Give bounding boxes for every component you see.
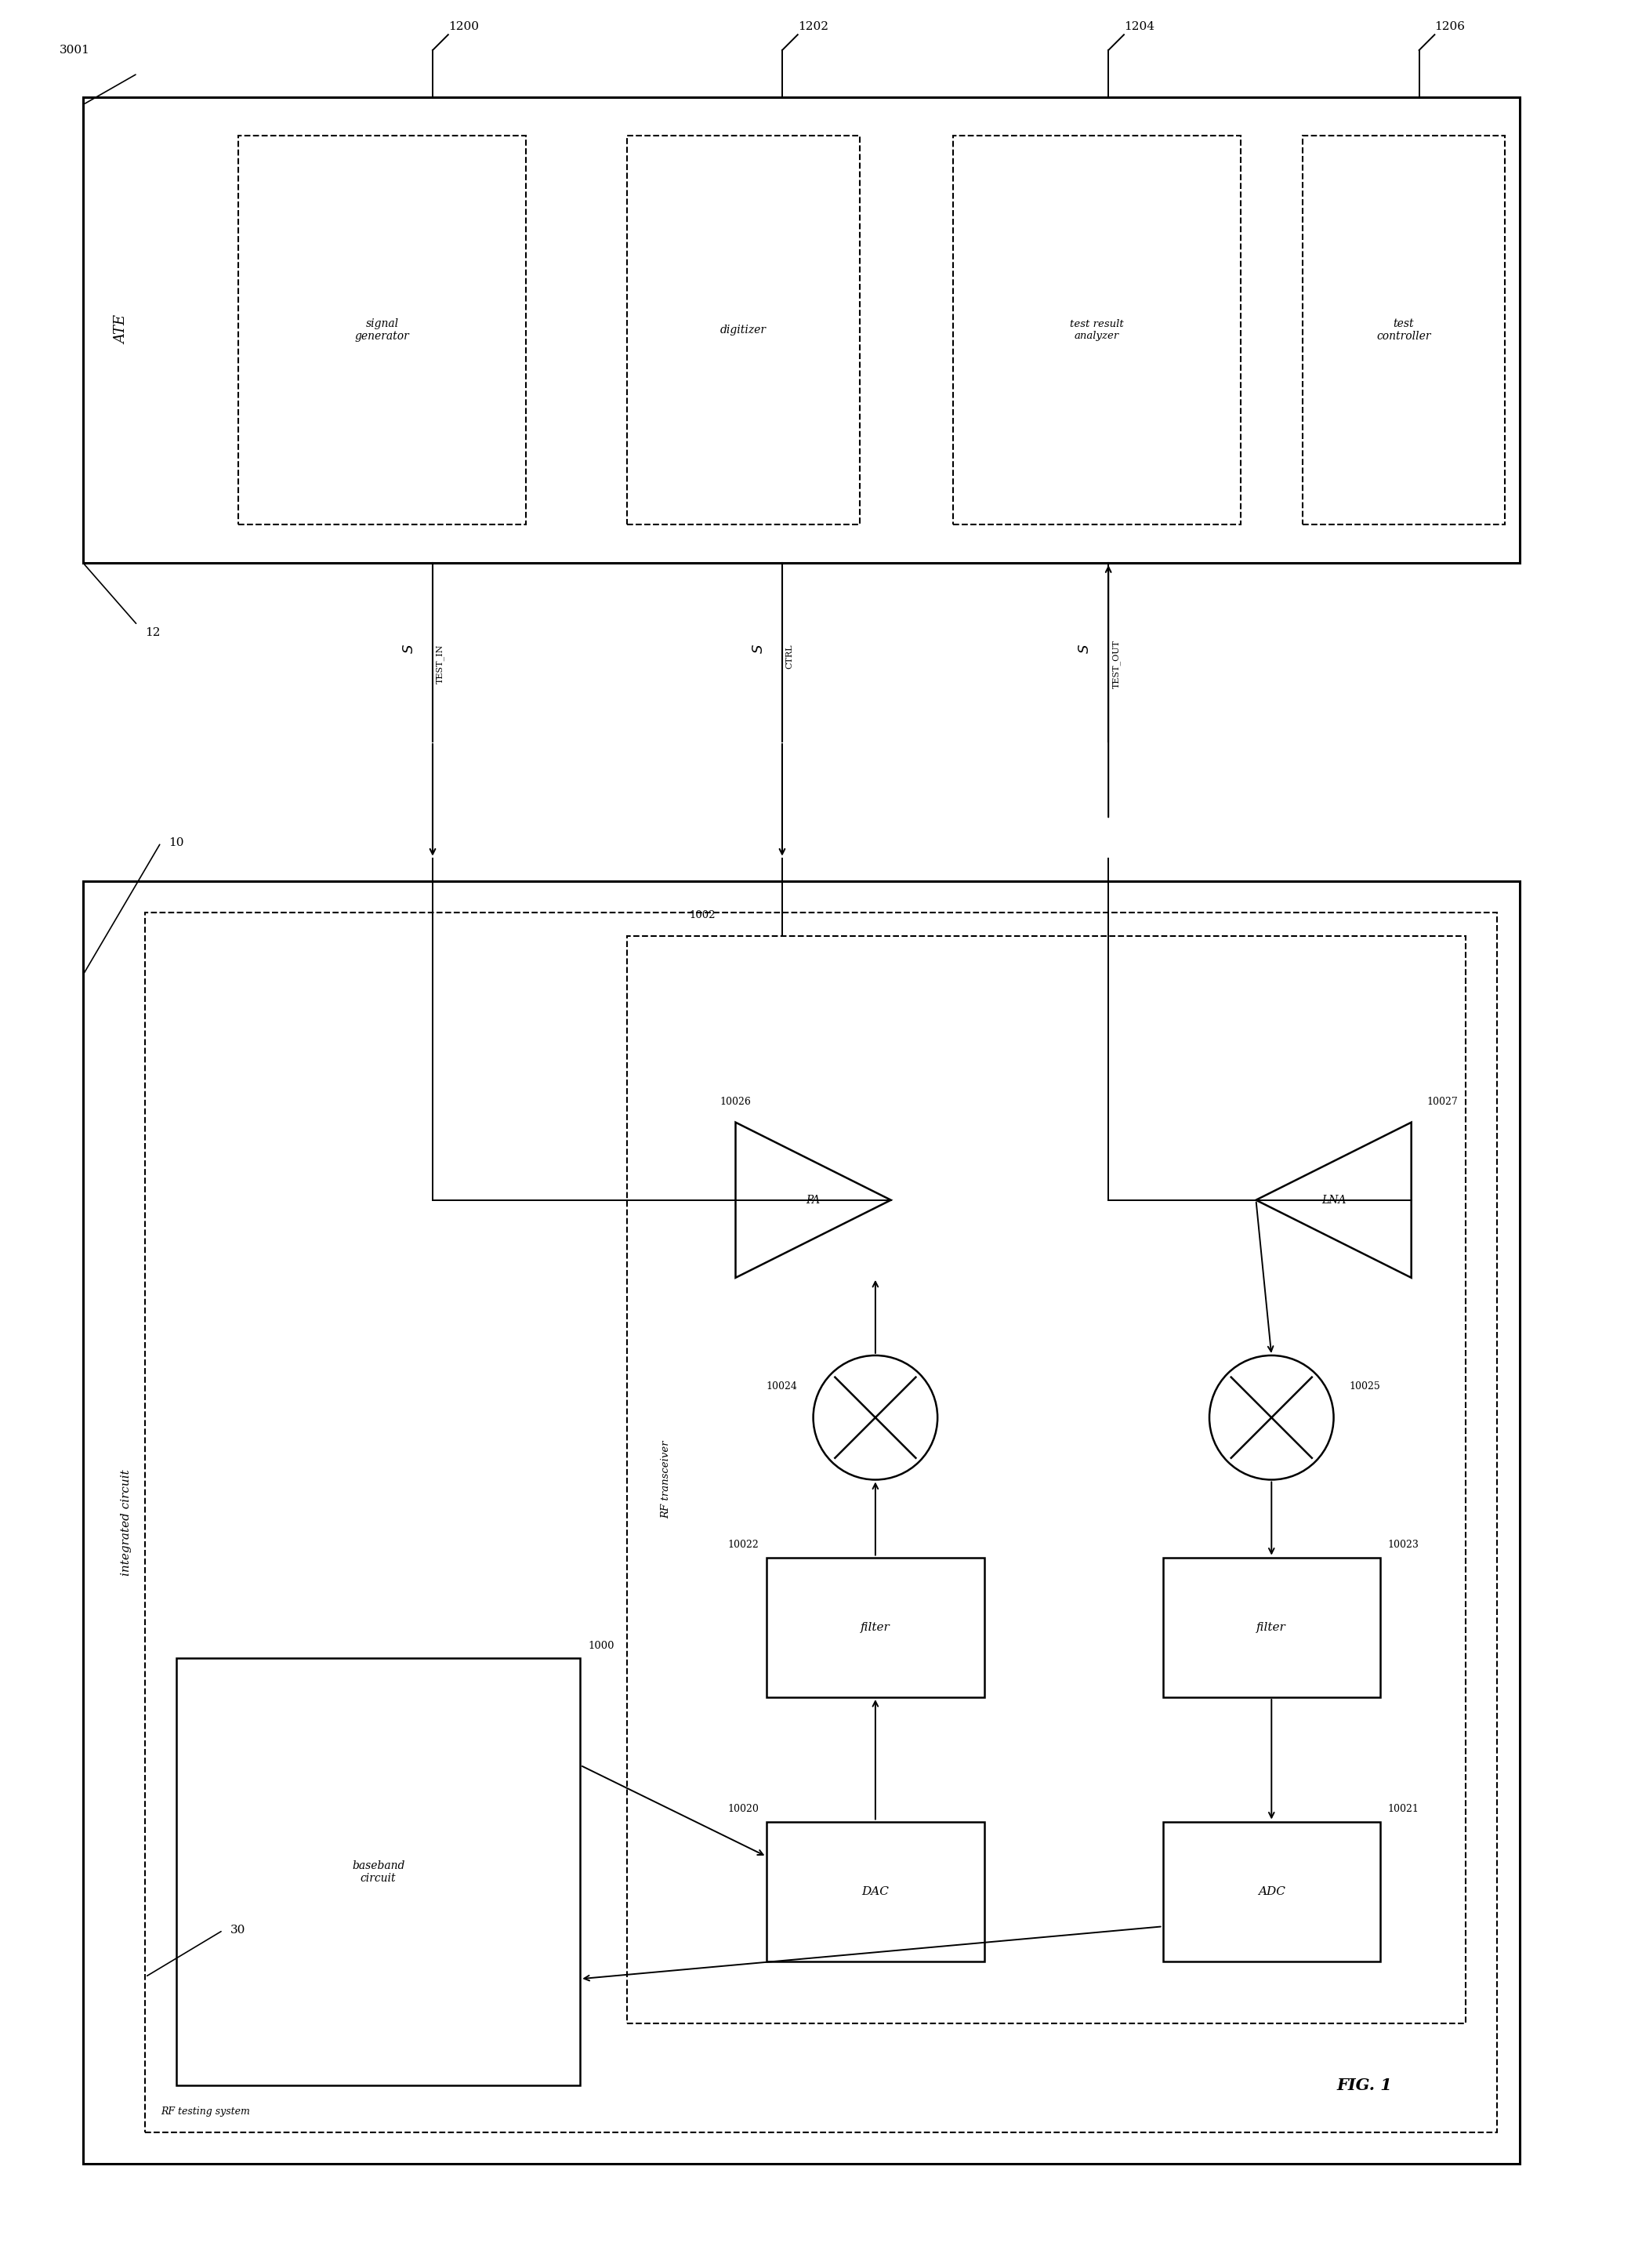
- Bar: [176, 1658, 580, 2087]
- Text: integrated circuit: integrated circuit: [120, 1470, 131, 1576]
- Bar: [144, 912, 1498, 2132]
- Text: digitizer: digitizer: [721, 324, 767, 336]
- Text: RF testing system: RF testing system: [161, 2107, 250, 2116]
- Text: 10027: 10027: [1427, 1098, 1458, 1107]
- Text: PA: PA: [806, 1195, 821, 1207]
- Text: LNA: LNA: [1322, 1195, 1346, 1207]
- Text: 10026: 10026: [721, 1098, 752, 1107]
- Text: TEST_OUT: TEST_OUT: [1112, 640, 1120, 687]
- Text: 10025: 10025: [1350, 1381, 1381, 1393]
- Text: RF transceiver: RF transceiver: [660, 1440, 670, 1520]
- Text: 12: 12: [144, 628, 161, 637]
- Bar: [627, 136, 860, 524]
- Text: 10021: 10021: [1387, 1803, 1419, 1814]
- Text: 10023: 10023: [1387, 1540, 1419, 1549]
- Bar: [767, 1558, 984, 1696]
- Text: filter: filter: [860, 1622, 890, 1633]
- Text: FIG. 1: FIG. 1: [1337, 2077, 1392, 2093]
- Bar: [1302, 136, 1504, 524]
- Bar: [84, 98, 1520, 562]
- Text: 10022: 10022: [727, 1540, 759, 1549]
- Text: 10024: 10024: [767, 1381, 798, 1393]
- Text: test
controller: test controller: [1376, 318, 1430, 342]
- Text: $S$: $S$: [1079, 644, 1092, 653]
- Text: 1000: 1000: [588, 1640, 614, 1651]
- Text: TEST_IN: TEST_IN: [437, 644, 445, 683]
- Text: signal
generator: signal generator: [355, 318, 409, 342]
- Text: test result
analyzer: test result analyzer: [1071, 320, 1123, 340]
- Text: ADC: ADC: [1258, 1887, 1286, 1896]
- Text: 1200: 1200: [448, 20, 479, 32]
- Text: $S$: $S$: [402, 644, 417, 653]
- Text: 10020: 10020: [727, 1803, 759, 1814]
- Text: 1206: 1206: [1435, 20, 1465, 32]
- Text: 1002: 1002: [690, 909, 716, 921]
- Bar: [627, 937, 1466, 2023]
- Text: filter: filter: [1256, 1622, 1286, 1633]
- Text: 1202: 1202: [798, 20, 828, 32]
- Bar: [767, 1821, 984, 1962]
- Bar: [1163, 1821, 1381, 1962]
- Text: DAC: DAC: [862, 1887, 888, 1896]
- Bar: [84, 882, 1520, 2164]
- Bar: [1163, 1558, 1381, 1696]
- Text: baseband
circuit: baseband circuit: [351, 1860, 404, 1885]
- Text: CTRL: CTRL: [787, 644, 793, 669]
- Text: 10: 10: [169, 837, 184, 848]
- Text: 3001: 3001: [59, 45, 90, 57]
- Text: $S$: $S$: [752, 644, 765, 653]
- Text: 1204: 1204: [1123, 20, 1154, 32]
- Text: ATE: ATE: [115, 315, 130, 345]
- Bar: [238, 136, 525, 524]
- Text: 30: 30: [230, 1926, 246, 1937]
- Bar: [952, 136, 1240, 524]
